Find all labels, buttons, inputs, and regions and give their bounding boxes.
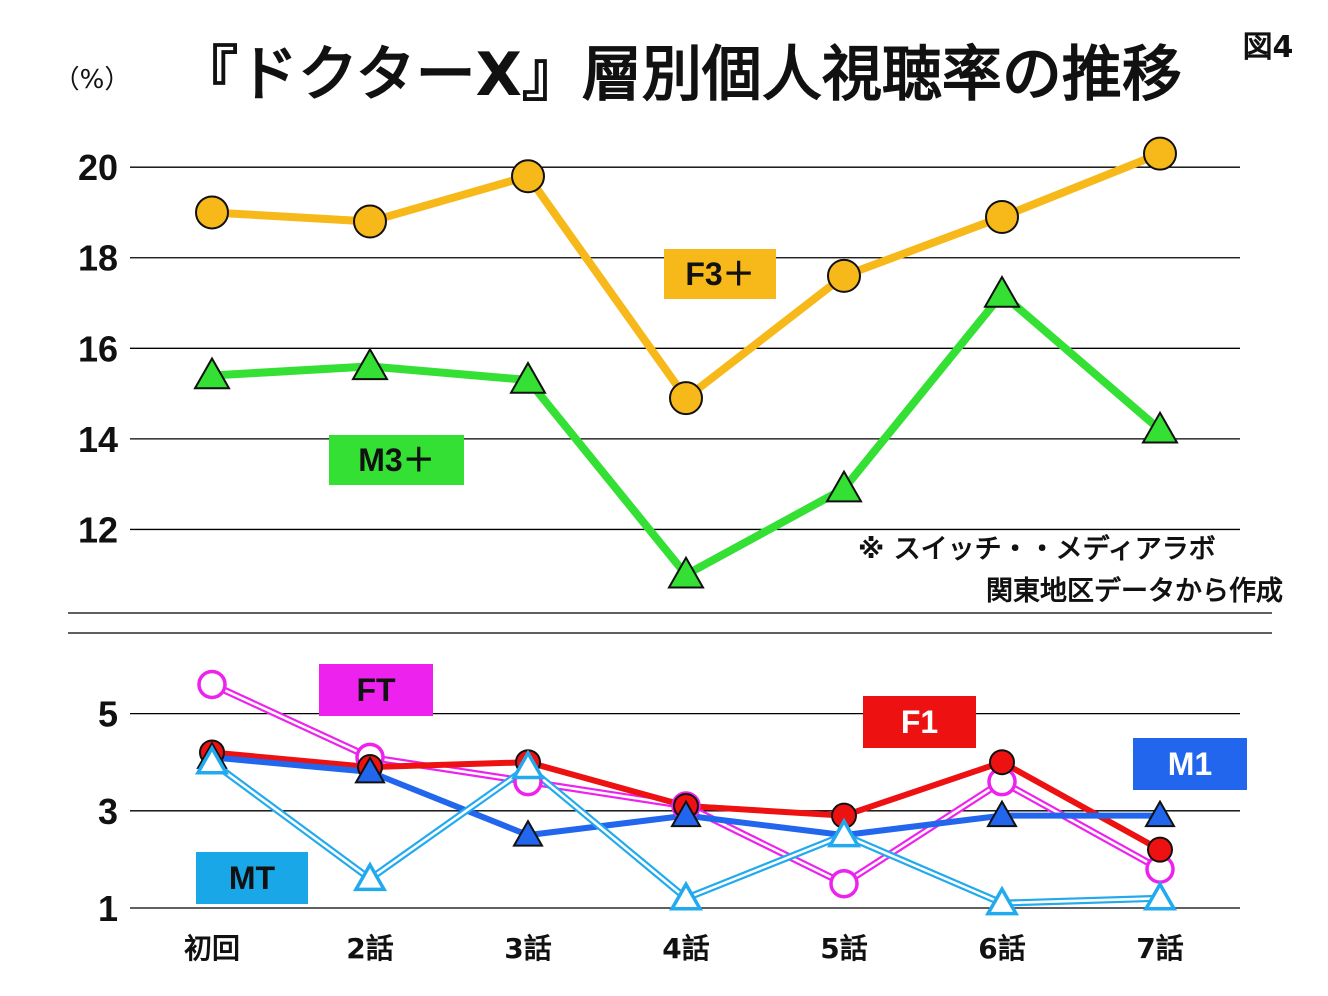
source-note-line-1: ※ スイッチ・・メディアラボ [858, 533, 1216, 565]
point-f3plus-1 [195, 195, 229, 230]
point-mt-7 [1142, 880, 1178, 911]
point-mt-6 [984, 885, 1020, 916]
x-tick-label-5: 5話 [820, 932, 867, 965]
point-m3plus-4 [667, 555, 705, 589]
point-f1-7 [1147, 836, 1173, 863]
upper-y-tick-18: 18 [78, 238, 118, 279]
x-tick-label-3: 3話 [504, 932, 551, 965]
lower-y-tick-1: 1 [98, 888, 118, 929]
point-ft-5 [829, 868, 859, 899]
x-tick-label-7: 7話 [1136, 932, 1183, 965]
lower-y-tick-3: 3 [98, 791, 118, 832]
point-f3plus-2 [353, 204, 387, 239]
x-tick-label-4: 4話 [662, 932, 709, 965]
series-label-m3plus: M3＋ [358, 442, 434, 478]
point-mt-2 [352, 861, 388, 892]
x-tick-label-6: 6話 [978, 932, 1025, 965]
upper-y-tick-12: 12 [78, 509, 118, 550]
point-mt-3 [510, 749, 546, 780]
figure-label: 図4 [1243, 30, 1294, 65]
series-layer [193, 136, 1179, 916]
point-f3plus-3 [511, 159, 545, 194]
source-note-line-2: 関東地区データから作成 [986, 575, 1283, 607]
series-label-f1: F1 [901, 704, 938, 740]
x-tick-label-1: 初回 [184, 932, 240, 965]
chart-title: 『ドクターX』層別個人視聴率の推移 [178, 40, 1182, 110]
series-label-f3plus: F3＋ [685, 256, 754, 292]
point-m1-3 [512, 819, 544, 847]
series-label-m1: M1 [1168, 746, 1212, 782]
point-f3plus-4 [669, 381, 703, 416]
point-f3plus-7 [1143, 136, 1177, 171]
point-ft-1 [197, 669, 227, 700]
upper-y-tick-20: 20 [78, 147, 118, 188]
point-f3plus-5 [827, 258, 861, 293]
unit-label: （%） [54, 65, 131, 95]
point-m3plus-3 [509, 360, 547, 394]
series-line-m3plus [211, 289, 1163, 579]
series-label-ft: FT [356, 672, 396, 708]
series-label-layer: F3＋ M3＋ FT F1 M1 MT [196, 249, 1247, 904]
series-label-box-m3plus [329, 435, 464, 485]
point-m1-6 [986, 799, 1018, 828]
point-m3plus-1 [193, 356, 231, 390]
point-mt-5 [826, 817, 862, 848]
x-tick-label-2: 2話 [346, 932, 393, 965]
series-label-box-ft [319, 664, 433, 716]
series-label-mt: MT [229, 860, 276, 896]
point-m3plus-7 [1141, 410, 1179, 444]
upper-y-tick-14: 14 [78, 419, 118, 460]
point-mt-4 [668, 880, 704, 911]
point-m3plus-2 [351, 347, 389, 381]
series-label-box-f3plus [664, 249, 776, 299]
series-label-box-mt [196, 852, 308, 904]
upper-y-tick-16: 16 [78, 328, 118, 369]
series-label-box-m1 [1133, 738, 1247, 790]
point-f3plus-6 [985, 199, 1019, 234]
series-label-box-f1 [863, 696, 976, 748]
point-m1-4 [670, 799, 702, 828]
point-f1-6 [989, 749, 1015, 776]
point-mt-1 [194, 744, 230, 775]
point-m1-2 [354, 755, 386, 784]
tick-layer: 12 14 16 18 20 1 3 5 初回 2話 3話 4話 5話 6話 7話 [78, 147, 1184, 965]
point-m1-7 [1144, 799, 1176, 828]
point-m3plus-6 [983, 274, 1021, 308]
lower-y-tick-5: 5 [98, 694, 118, 735]
point-m3plus-5 [825, 469, 863, 503]
